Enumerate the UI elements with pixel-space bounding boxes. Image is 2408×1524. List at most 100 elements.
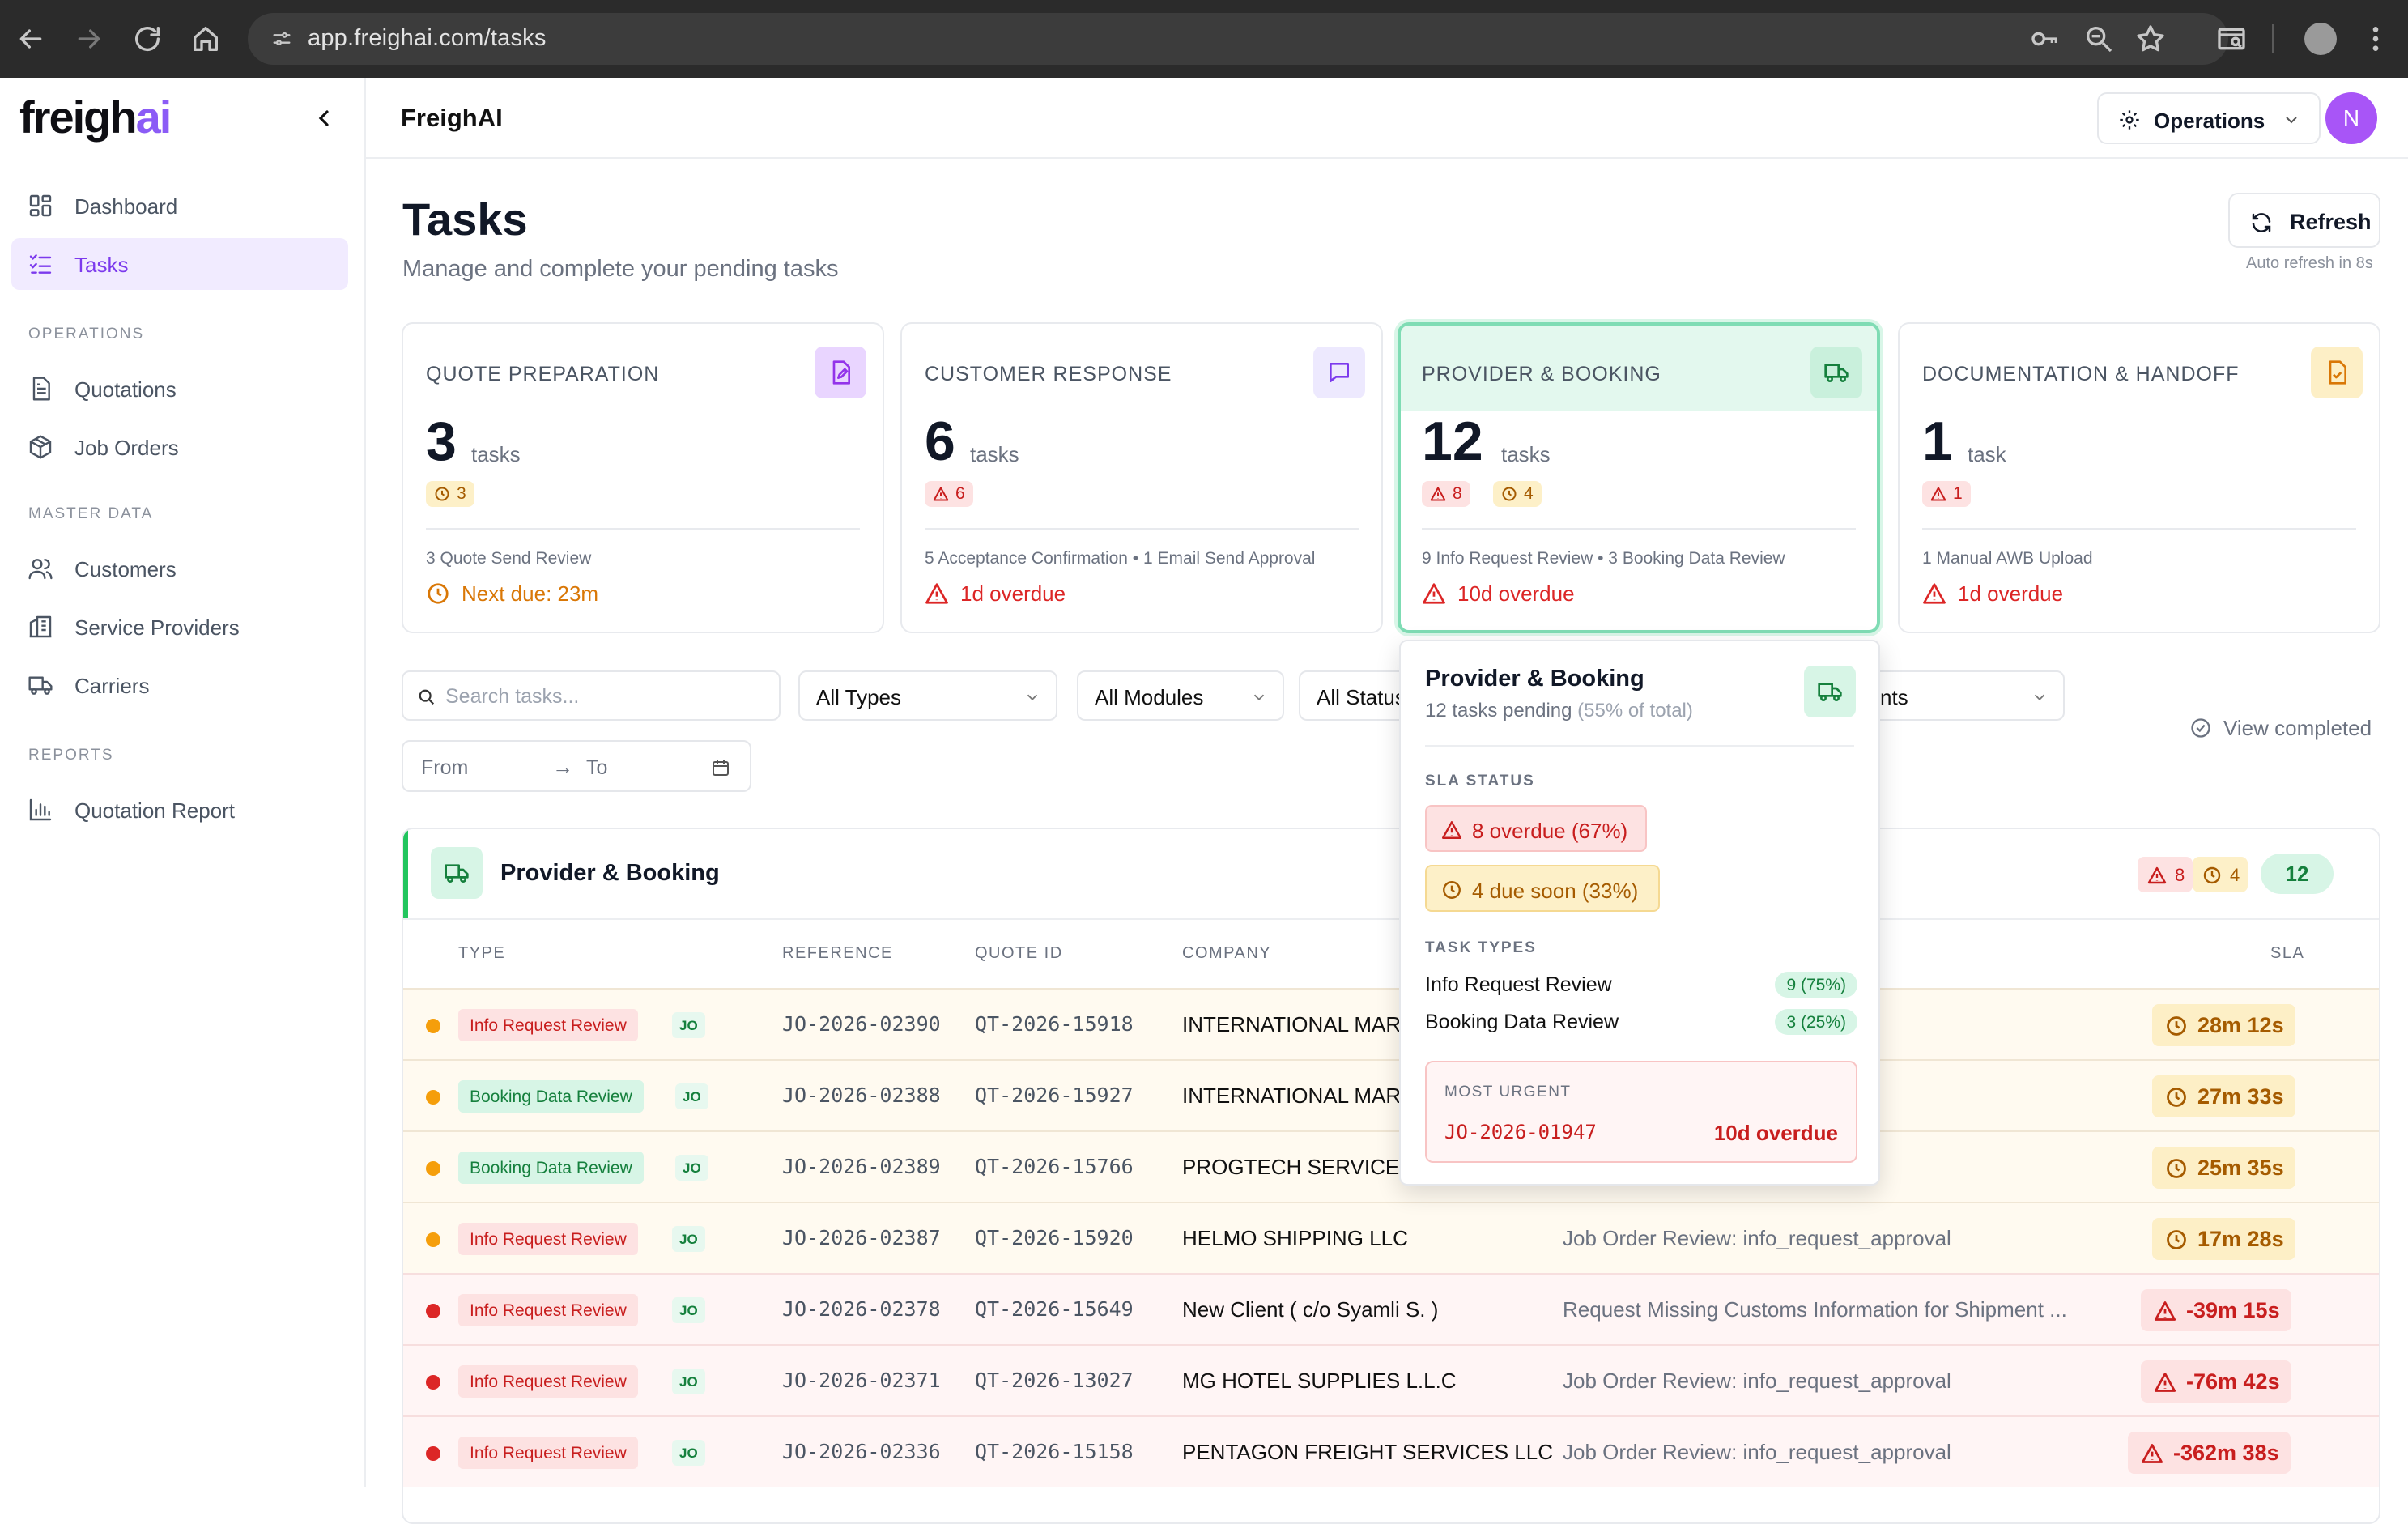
table-row[interactable]: Info Request Review JO JO-2026-02390 QT-202… bbox=[403, 988, 2379, 1059]
task-type-badge: Info Request Review bbox=[458, 1009, 638, 1041]
quote-id-cell[interactable]: QT-2026-15927 bbox=[975, 1083, 1134, 1107]
file-edit-icon bbox=[815, 347, 866, 398]
home-icon[interactable] bbox=[189, 23, 222, 55]
quote-id-cell[interactable]: QT-2026-15766 bbox=[975, 1155, 1134, 1178]
sidebar-item-service-providers[interactable]: Service Providers bbox=[11, 601, 348, 653]
task-type-label: Info Request Review bbox=[1425, 973, 1612, 996]
warning-triangle-icon bbox=[1441, 821, 1462, 839]
quote-id-cell[interactable]: QT-2026-13027 bbox=[975, 1369, 1134, 1392]
reference-cell[interactable]: JO-2026-02336 bbox=[782, 1440, 941, 1463]
status-dot bbox=[426, 1446, 440, 1461]
overdue-text: 1d overdue bbox=[1922, 581, 2063, 607]
module-badge: JO bbox=[672, 1297, 705, 1323]
group-title[interactable]: Provider & Booking bbox=[500, 860, 720, 886]
column-header-sla[interactable]: SLA bbox=[2270, 944, 2305, 962]
quote-id-cell[interactable]: QT-2026-15158 bbox=[975, 1440, 1134, 1463]
due-soon-chip: 4 bbox=[1493, 481, 1542, 507]
sidebar-item-customers[interactable]: Customers bbox=[11, 543, 348, 594]
sidebar-item-carriers[interactable]: Carriers bbox=[11, 659, 348, 711]
arrow-right-icon: → bbox=[552, 755, 573, 779]
card-quote-preparation[interactable]: QUOTE PREPARATION 3 tasks 3 3 Quote Send… bbox=[402, 322, 884, 633]
sidebar-item-dashboard[interactable]: Dashboard bbox=[11, 180, 348, 232]
message-icon bbox=[1313, 347, 1365, 398]
sla-badge: 25m 35s bbox=[2152, 1147, 2295, 1189]
table-row[interactable]: Booking Data Review JO JO-2026-02388 QT-202… bbox=[403, 1059, 2379, 1130]
type-filter-select[interactable]: All Types bbox=[798, 670, 1057, 721]
menu-kebab-icon[interactable] bbox=[2359, 23, 2392, 55]
chevron-down-icon bbox=[2034, 694, 2045, 701]
toolbar-divider bbox=[2272, 24, 2274, 53]
card-documentation-handoff[interactable]: DOCUMENTATION & HANDOFF 1 task 1 1 Manua… bbox=[1898, 322, 2380, 633]
url-text[interactable]: app.freighai.com/tasks bbox=[308, 25, 547, 51]
card-provider-booking[interactable]: PROVIDER & BOOKING 12 tasks 8 4 9 Info R… bbox=[1398, 322, 1880, 633]
clients-filter-select[interactable]: nts bbox=[1846, 670, 2065, 721]
card-count: 6 bbox=[925, 411, 955, 472]
column-header-reference[interactable]: REFERENCE bbox=[782, 944, 893, 962]
search-input[interactable]: Search tasks... bbox=[402, 670, 781, 721]
reference-cell[interactable]: JO-2026-02371 bbox=[782, 1369, 941, 1392]
workspace-selector[interactable]: Operations bbox=[2097, 92, 2321, 144]
tab-search-icon[interactable] bbox=[2215, 23, 2248, 55]
date-range-picker[interactable]: From → To bbox=[402, 740, 751, 792]
sla-badge: -362m 38s bbox=[2128, 1432, 2291, 1474]
reference-cell[interactable]: JO-2026-02378 bbox=[782, 1297, 941, 1321]
app-header: FreighAI Operations N bbox=[366, 78, 2408, 159]
sidebar-item-label: Quotations bbox=[74, 377, 177, 402]
column-header-quote-id[interactable]: QUOTE ID bbox=[975, 944, 1063, 962]
warning-triangle-icon bbox=[1923, 583, 1946, 604]
view-completed-link[interactable]: View completed bbox=[2189, 716, 2372, 741]
zoom-icon[interactable] bbox=[2083, 23, 2115, 55]
user-avatar[interactable]: N bbox=[2325, 92, 2377, 144]
refresh-icon bbox=[2249, 211, 2274, 235]
sla-value: 28m 12s bbox=[2197, 1013, 2284, 1037]
clock-icon bbox=[2167, 1016, 2186, 1036]
task-group-panel: Provider & Booking 8 4 12 TYPE REFERENCE… bbox=[402, 828, 2380, 1524]
company-cell: New Client ( c/o Syamli S. ) bbox=[1182, 1297, 1439, 1322]
refresh-button[interactable]: Refresh bbox=[2228, 193, 2380, 248]
warning-triangle-icon bbox=[2154, 1301, 2176, 1321]
bookmark-star-icon[interactable] bbox=[2134, 23, 2167, 55]
password-key-icon[interactable] bbox=[2029, 23, 2061, 55]
reference-cell[interactable]: JO-2026-02389 bbox=[782, 1155, 941, 1178]
sidebar-item-job-orders[interactable]: Job Orders bbox=[11, 421, 348, 473]
most-urgent-reference[interactable]: JO-2026-01947 bbox=[1444, 1121, 1597, 1143]
due-soon-stat: 4 due soon (33%) bbox=[1425, 865, 1660, 912]
group-summary-popover: Provider & Booking 12 tasks pending (55%… bbox=[1399, 640, 1880, 1186]
reference-cell[interactable]: JO-2026-02388 bbox=[782, 1083, 941, 1107]
sidebar-item-tasks[interactable]: Tasks bbox=[11, 238, 348, 290]
column-header-company[interactable]: COMPANY bbox=[1182, 944, 1272, 962]
reload-icon[interactable] bbox=[131, 23, 164, 55]
table-row[interactable]: Info Request Review JO JO-2026-02371 QT-202… bbox=[403, 1344, 2379, 1415]
table-row[interactable]: Booking Data Review JO JO-2026-02389 QT-202… bbox=[403, 1130, 2379, 1202]
date-to-field[interactable]: To bbox=[586, 756, 608, 779]
table-row[interactable]: Info Request Review JO JO-2026-02378 QT-202… bbox=[403, 1273, 2379, 1344]
table-row[interactable]: Info Request Review JO JO-2026-02387 QT-202… bbox=[403, 1202, 2379, 1273]
reference-cell[interactable]: JO-2026-02390 bbox=[782, 1012, 941, 1036]
chip-value: 6 bbox=[955, 484, 965, 503]
address-bar[interactable]: app.freighai.com/tasks bbox=[248, 13, 2228, 65]
site-settings-icon[interactable] bbox=[270, 28, 293, 50]
reference-cell[interactable]: JO-2026-02387 bbox=[782, 1226, 941, 1249]
card-count: 12 bbox=[1422, 411, 1483, 472]
table-row[interactable]: Info Request Review JO JO-2026-02336 QT-202… bbox=[403, 1415, 2379, 1487]
profile-avatar[interactable] bbox=[2304, 23, 2337, 55]
back-arrow-icon[interactable] bbox=[15, 23, 47, 55]
chevron-left-icon[interactable] bbox=[311, 105, 337, 131]
quote-id-cell[interactable]: QT-2026-15920 bbox=[975, 1226, 1134, 1249]
most-urgent-box[interactable]: MOST URGENT JO-2026-01947 10d overdue bbox=[1425, 1061, 1857, 1163]
quote-id-cell[interactable]: QT-2026-15918 bbox=[975, 1012, 1134, 1036]
module-filter-select[interactable]: All Modules bbox=[1077, 670, 1284, 721]
sidebar-item-quotations[interactable]: Quotations bbox=[11, 363, 348, 415]
card-customer-response[interactable]: CUSTOMER RESPONSE 6 tasks 6 5 Acceptance… bbox=[900, 322, 1383, 633]
card-divider bbox=[1422, 528, 1856, 530]
column-header-type[interactable]: TYPE bbox=[458, 944, 506, 962]
sla-status-heading: SLA STATUS bbox=[1425, 773, 1535, 790]
due-label: Next due: 23m bbox=[462, 581, 599, 606]
date-from-field[interactable]: From bbox=[421, 756, 469, 779]
table-header: TYPE REFERENCE QUOTE ID COMPANY SLA bbox=[403, 918, 2379, 988]
forward-arrow-icon[interactable] bbox=[73, 23, 105, 55]
freighai-logo[interactable]: freighai bbox=[19, 91, 172, 143]
quote-id-cell[interactable]: QT-2026-15649 bbox=[975, 1297, 1134, 1321]
browser-toolbar: app.freighai.com/tasks bbox=[0, 0, 2408, 78]
sidebar-item-quotation-report[interactable]: Quotation Report bbox=[11, 784, 348, 836]
